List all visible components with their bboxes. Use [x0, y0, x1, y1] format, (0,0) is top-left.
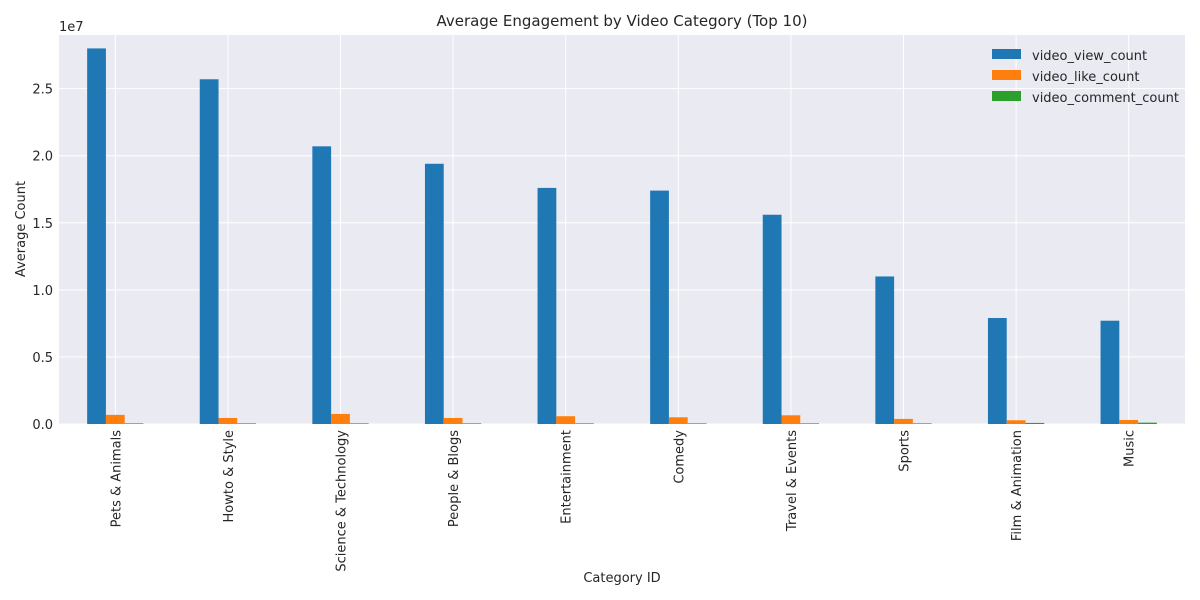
- x-axis-ticks: Pets & Animals Howto & Style Science & Tec…: [109, 430, 1137, 572]
- bar-video-comment-count: [1138, 422, 1157, 424]
- bar-video-like-count: [781, 415, 801, 424]
- legend-label-comment: video_comment_count: [1032, 91, 1179, 106]
- x-tick-label: People & Blogs: [447, 430, 462, 527]
- legend: video_view_count video_like_count video_…: [992, 49, 1179, 106]
- legend-swatch-like: [992, 70, 1021, 80]
- y-tick-label: 2.0: [32, 150, 53, 165]
- x-tick-label: Film & Animation: [1010, 430, 1025, 541]
- bar-video-comment-count: [237, 423, 257, 424]
- bar-video-like-count: [1006, 420, 1026, 424]
- x-axis-label: Category ID: [583, 571, 660, 586]
- bar-video-comment-count: [800, 423, 820, 424]
- bar-video-like-count: [668, 417, 688, 424]
- bars: [87, 48, 1157, 425]
- bar-video-comment-count: [1025, 422, 1045, 424]
- chart-title: Average Engagement by Video Category (To…: [437, 12, 808, 30]
- bar-video-view-count: [424, 163, 444, 425]
- bar-video-comment-count: [462, 423, 482, 424]
- y-axis-ticks: 0.0 0.5 1.0 1.5 2.0 2.5: [32, 83, 53, 433]
- legend-label-view: video_view_count: [1032, 49, 1147, 64]
- bar-video-like-count: [331, 413, 350, 424]
- x-tick-label: Pets & Animals: [109, 430, 124, 528]
- bar-video-comment-count: [349, 423, 369, 424]
- y-scale-label: 1e7: [59, 20, 84, 35]
- y-tick-label: 0.0: [32, 418, 53, 433]
- x-tick-label: Comedy: [672, 430, 687, 484]
- bar-video-view-count: [650, 190, 669, 424]
- legend-label-like: video_like_count: [1032, 70, 1139, 85]
- bar-video-like-count: [894, 418, 913, 424]
- y-tick-label: 2.5: [32, 83, 53, 98]
- bar-video-view-count: [199, 79, 219, 425]
- legend-swatch-view: [992, 49, 1021, 59]
- x-tick-label: Entertainment: [560, 430, 575, 524]
- y-tick-label: 1.0: [32, 284, 53, 299]
- bar-video-like-count: [218, 417, 238, 424]
- x-tick-label: Science & Technology: [335, 430, 350, 572]
- bar-video-like-count: [556, 416, 576, 424]
- bar-video-view-count: [537, 187, 557, 424]
- bar-video-comment-count: [124, 423, 144, 424]
- x-tick-label: Music: [1123, 430, 1138, 467]
- bar-video-view-count: [987, 318, 1007, 424]
- bar-video-view-count: [762, 214, 782, 424]
- bar-video-view-count: [312, 146, 332, 425]
- bar-video-comment-count: [912, 423, 932, 424]
- bar-video-view-count: [1100, 320, 1120, 424]
- bar-video-view-count: [87, 48, 106, 425]
- bar-video-comment-count: [687, 423, 707, 424]
- bar-video-like-count: [443, 417, 463, 424]
- y-tick-label: 1.5: [32, 217, 53, 232]
- y-tick-label: 0.5: [32, 351, 53, 366]
- bar-video-view-count: [875, 276, 895, 424]
- x-tick-label: Travel & Events: [785, 430, 800, 532]
- bar-video-like-count: [1119, 419, 1139, 424]
- bar-video-like-count: [105, 414, 125, 424]
- legend-swatch-comment: [992, 91, 1021, 101]
- y-axis-label: Average Count: [14, 181, 29, 277]
- x-tick-label: Howto & Style: [222, 430, 237, 522]
- grid-lines: [59, 35, 1185, 425]
- x-tick-label: Sports: [898, 430, 913, 472]
- bar-video-comment-count: [575, 423, 594, 424]
